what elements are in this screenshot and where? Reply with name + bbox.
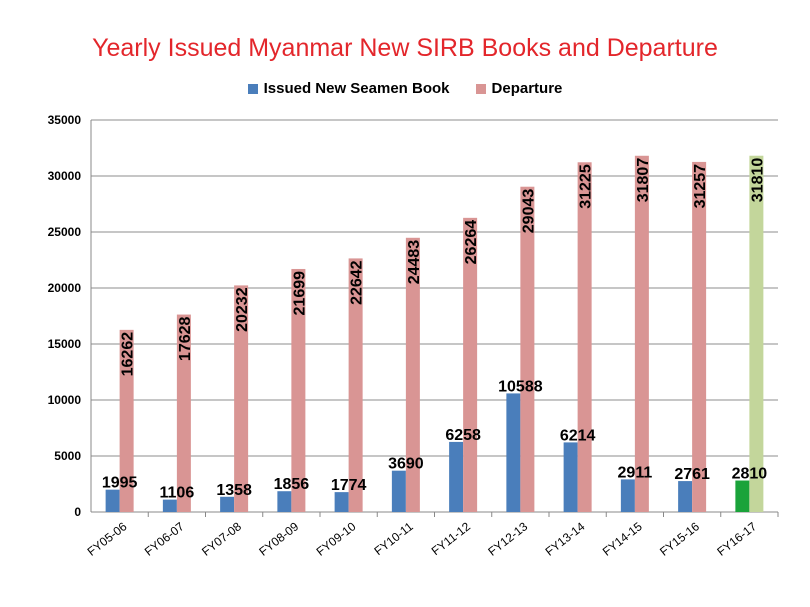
x-tick-label-FY08-09: FY08-09	[256, 519, 301, 559]
bar-departure-FY05-06	[119, 329, 134, 512]
data-label-departure-FY14-15: 31807	[635, 158, 652, 203]
x-tick-label-FY09-10: FY09-10	[314, 519, 359, 559]
bar-books-FY14-15	[620, 479, 635, 512]
bar-departure-FY15-16	[692, 161, 707, 512]
y-tick-label-20000: 20000	[48, 281, 82, 295]
y-tick-label-0: 0	[74, 505, 81, 519]
data-label-departure-FY06-07: 17628	[177, 316, 194, 361]
bar-books-FY11-12	[449, 441, 464, 512]
data-label-departure-FY05-06: 16262	[120, 332, 137, 377]
bar-departure-FY11-12	[463, 217, 478, 512]
data-label-departure-FY12-13: 29043	[520, 189, 537, 234]
data-label-books-FY07-08: 1358	[216, 482, 252, 499]
data-label-departure-FY07-08: 20232	[234, 287, 251, 332]
y-tick-label-15000: 15000	[48, 337, 82, 351]
x-tick-label-FY12-13: FY12-13	[485, 519, 530, 559]
bar-books-FY10-11	[391, 470, 406, 512]
bar-books-FY13-14	[563, 442, 578, 512]
data-label-books-FY14-15: 2911	[618, 464, 653, 481]
bar-departure-FY10-11	[405, 237, 420, 512]
legend: Issued New Seamen Book Departure	[0, 80, 810, 97]
data-label-books-FY11-12: 6258	[445, 427, 481, 444]
bar-departure-FY09-10	[348, 258, 363, 512]
x-tick-label-FY15-16: FY15-16	[657, 519, 702, 559]
bar-books-FY16-17	[735, 480, 750, 512]
bar-departure-FY06-07	[176, 314, 191, 512]
data-label-books-FY16-17: 2810	[732, 466, 768, 483]
legend-swatch-books	[247, 83, 258, 94]
data-label-departure-FY15-16: 31257	[692, 164, 709, 209]
data-label-departure-FY11-12: 26264	[463, 220, 480, 265]
data-label-books-FY05-06: 1995	[102, 475, 138, 492]
bar-departure-FY08-09	[291, 268, 306, 512]
x-tick-label-FY14-15: FY14-15	[600, 519, 645, 559]
x-tick-label-FY13-14: FY13-14	[543, 519, 588, 559]
y-tick-label-10000: 10000	[48, 393, 82, 407]
x-tick-label-FY16-17: FY16-17	[714, 519, 759, 559]
bar-books-FY07-08	[220, 496, 235, 512]
bar-books-FY09-10	[334, 492, 349, 512]
bar-books-FY15-16	[678, 481, 693, 512]
chart-title: Yearly Issued Myanmar New SIRB Books and…	[92, 34, 718, 62]
data-label-departure-FY16-17: 31810	[749, 158, 766, 203]
data-label-departure-FY08-09: 21699	[291, 271, 308, 316]
bar-departure-FY14-15	[634, 155, 649, 512]
bar-books-FY05-06	[105, 489, 120, 512]
legend-swatch-departure	[475, 83, 486, 94]
data-label-books-FY09-10: 1774	[331, 477, 367, 494]
x-tick-label-FY06-07: FY06-07	[142, 519, 187, 559]
data-label-books-FY12-13: 10588	[498, 378, 543, 395]
legend-label-departure: Departure	[491, 80, 563, 97]
data-label-books-FY06-07: 1106	[160, 485, 195, 502]
bar-departure-FY16-17	[749, 155, 764, 512]
x-tick-label-FY10-11: FY10-11	[372, 519, 416, 558]
y-tick-label-30000: 30000	[48, 169, 82, 183]
y-tick-label-5000: 5000	[54, 449, 81, 463]
bar-departure-FY13-14	[577, 162, 592, 512]
y-tick-label-35000: 35000	[48, 113, 82, 127]
bar-departure-FY07-08	[234, 285, 249, 512]
bar-books-FY08-09	[277, 491, 292, 512]
data-label-books-FY10-11: 3690	[388, 456, 424, 473]
y-tick-label-25000: 25000	[48, 225, 82, 239]
legend-item-departure: Departure	[475, 80, 563, 97]
legend-label-books: Issued New Seamen Book	[263, 80, 450, 97]
x-tick-label-FY05-06: FY05-06	[85, 519, 130, 559]
data-label-books-FY15-16: 2761	[674, 466, 710, 483]
data-label-departure-FY10-11: 24483	[406, 240, 423, 285]
x-tick-label-FY07-08: FY07-08	[199, 519, 244, 559]
bar-departure-FY12-13	[520, 186, 535, 513]
bar-books-FY06-07	[162, 499, 177, 512]
data-label-departure-FY09-10: 22642	[349, 260, 366, 305]
bar-books-FY12-13	[506, 393, 521, 512]
data-label-books-FY08-09: 1856	[274, 476, 310, 493]
data-label-books-FY13-14: 6214	[560, 427, 596, 444]
data-label-departure-FY13-14: 31225	[578, 164, 595, 209]
x-tick-label-FY11-12: FY11-12	[429, 519, 473, 558]
legend-item-books: Issued New Seamen Book	[247, 80, 450, 97]
